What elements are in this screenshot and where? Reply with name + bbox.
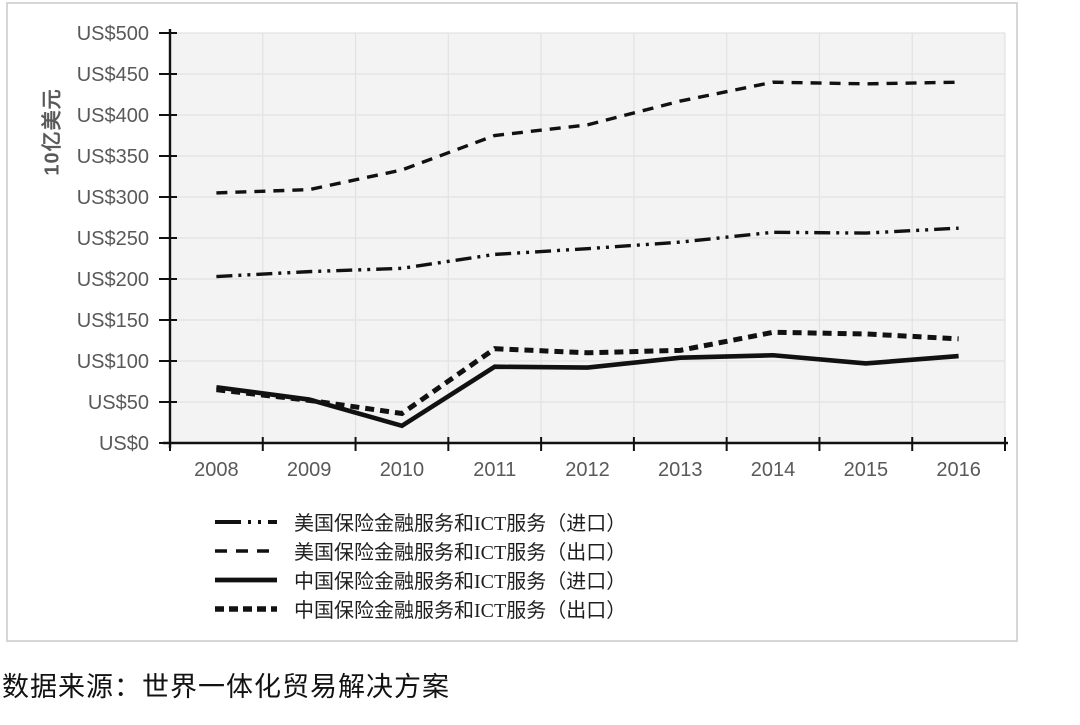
y-tick-label: US$150 [77,310,149,332]
series-line-3 [216,329,959,417]
line-chart-plot: US$0 US$50 US$100 US$150 US$200 US$250 US$300 U… [77,23,1008,481]
x-tick-label: 2011 [473,459,516,481]
legend-item-us-imports: 美国保险金融服务和ICT服务（进口） [214,507,626,536]
y-tick-label: US$300 [77,187,149,209]
series-line-0 [216,226,959,279]
y-tick-label: US$100 [77,351,149,373]
legend-item-china-imports: 中国保险金融服务和ICT服务（进口） [214,565,626,594]
y-tick-label: US$0 [99,433,149,455]
x-tick-label: 2008 [194,459,239,481]
legend-line-sample-dashed [215,548,277,553]
legend-label: 美国保险金融服务和ICT服务（出口） [294,542,627,564]
x-tick-label: 2016 [936,459,981,481]
legend-label: 中国保险金融服务和ICT服务（出口） [294,600,627,622]
legend-label: 中国保险金融服务和ICT服务（进口） [294,571,627,593]
y-tick-label: US$400 [77,105,149,127]
series-line-2 [216,352,959,429]
y-tick-label: US$350 [77,146,149,168]
y-tick-label: US$500 [77,23,149,45]
y-axis-title: 10亿美元 [41,88,64,176]
legend-line-sample-dense-dashed [215,605,277,612]
legend-item-us-exports: 美国保险金融服务和ICT服务（出口） [214,536,626,565]
x-tick-label: 2010 [380,459,425,481]
source-caption: 数据来源：世界一体化贸易解决方案 [2,672,450,702]
legend-item-china-exports: 中国保险金融服务和ICT服务（出口） [214,594,626,623]
x-tick-label: 2014 [751,459,796,481]
x-tick-label: 2013 [658,459,703,481]
legend: 美国保险金融服务和ICT服务（进口） 美国保险金融服务和ICT服务（出口） 中国… [214,507,626,623]
y-tick-label: US$450 [77,64,149,86]
y-tick-label: US$250 [77,228,149,250]
y-tick-label: US$200 [77,269,149,291]
x-tick-label: 2009 [287,459,332,481]
series-line-1 [216,80,959,195]
y-tick-label: US$50 [88,392,149,414]
x-tick-label: 2012 [565,459,610,481]
x-tick-label: 2015 [844,459,889,481]
legend-label: 美国保险金融服务和ICT服务（进口） [294,513,627,535]
legend-line-sample-solid [215,577,277,582]
legend-line-sample-dash-dot-dot [215,519,277,524]
